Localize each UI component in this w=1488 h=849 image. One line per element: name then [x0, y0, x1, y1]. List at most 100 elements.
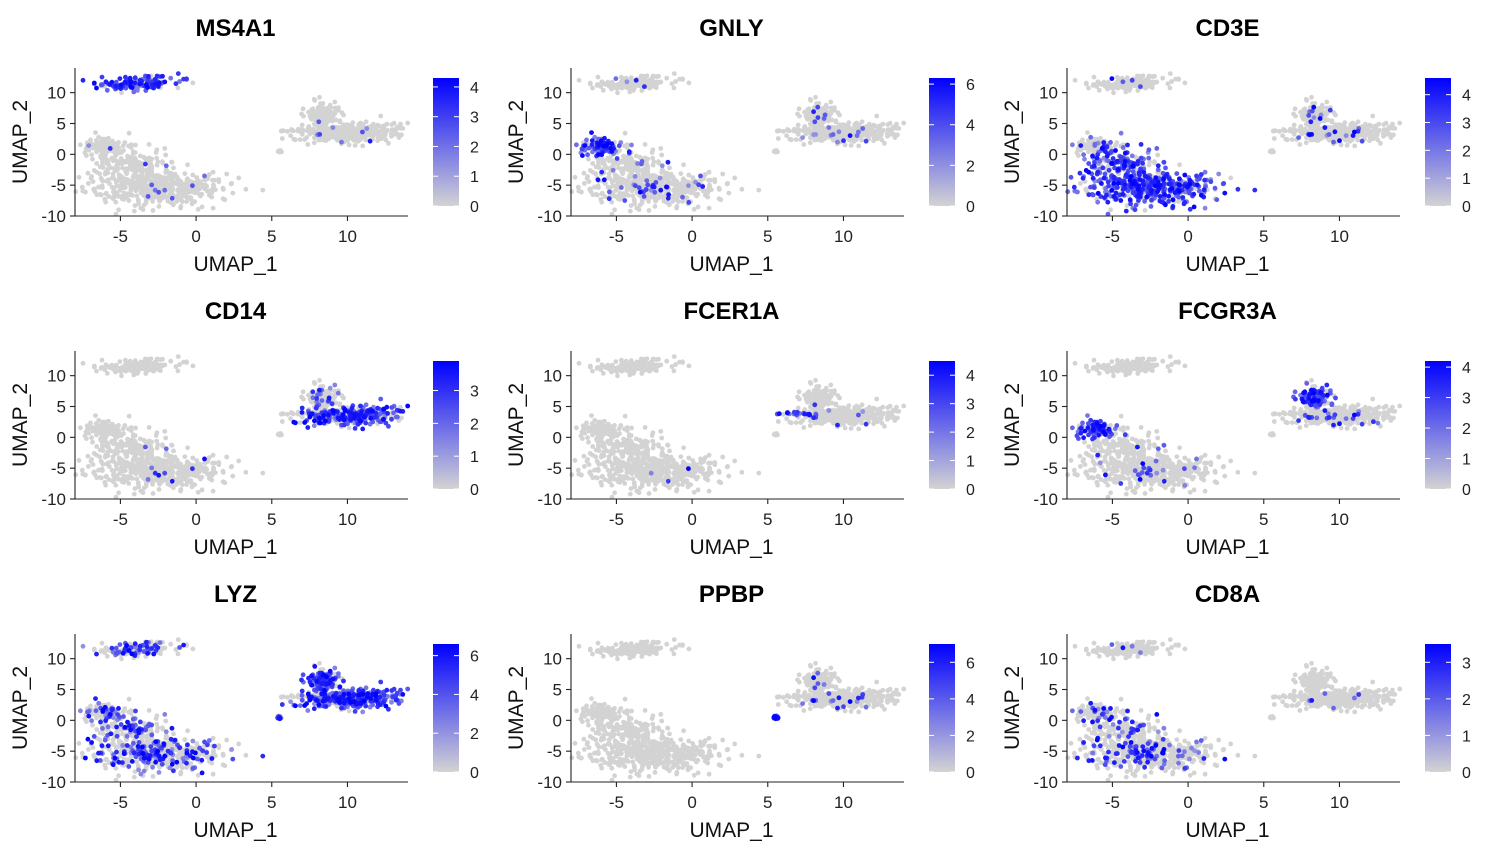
cell-point — [190, 363, 196, 369]
cell-point — [195, 460, 201, 466]
cell-point — [659, 163, 665, 169]
cell-point — [607, 189, 612, 195]
cell-point — [624, 85, 630, 90]
cell-point — [188, 195, 194, 200]
cell-point — [1176, 199, 1181, 204]
cell-point — [333, 117, 339, 123]
cell-point — [650, 184, 656, 190]
cell-point — [732, 175, 738, 181]
cell-point — [1327, 107, 1333, 113]
cell-point — [633, 77, 639, 83]
cell-point — [140, 207, 146, 213]
cell-point — [285, 129, 290, 134]
cell-point — [1157, 198, 1163, 204]
cell-point — [1153, 175, 1159, 181]
cell-point — [830, 132, 836, 137]
cell-point — [569, 189, 575, 195]
cell-point — [145, 85, 151, 90]
cell-point — [154, 147, 160, 153]
cell-point — [190, 189, 196, 195]
cell-point — [128, 142, 134, 148]
cell-point — [107, 146, 113, 151]
cell-point — [1170, 204, 1176, 209]
cell-point — [116, 193, 122, 199]
cell-point — [152, 77, 158, 82]
cell-point — [1363, 132, 1369, 138]
cell-point — [184, 199, 190, 204]
cell-point — [316, 119, 322, 125]
cell-point — [1078, 143, 1084, 149]
cell-point — [1169, 186, 1175, 192]
cell-point — [1068, 174, 1074, 180]
cell-point — [887, 120, 893, 126]
legend-tick-label: 4 — [470, 80, 479, 97]
cell-point — [144, 170, 150, 176]
cell-point — [1221, 181, 1227, 186]
cell-point — [1141, 182, 1147, 188]
cell-point — [360, 122, 366, 127]
cell-point — [88, 137, 93, 143]
cell-point — [150, 491, 156, 496]
cell-point — [158, 362, 164, 368]
cell-point — [120, 194, 125, 200]
cell-point — [119, 158, 125, 163]
cell-point — [1359, 138, 1365, 144]
cell-point — [377, 123, 382, 129]
cell-point — [134, 451, 139, 456]
cell-point — [124, 194, 129, 200]
cell-point — [360, 129, 365, 135]
cell-point — [1122, 159, 1128, 164]
cell-point — [160, 160, 166, 166]
cell-point — [112, 441, 118, 446]
cell-point — [595, 177, 601, 183]
cell-point — [584, 137, 589, 143]
cell-point — [1309, 94, 1314, 100]
cell-point — [603, 143, 609, 149]
cell-point — [146, 74, 151, 79]
cell-point — [618, 81, 623, 87]
cell-point — [663, 170, 669, 176]
cell-point — [680, 194, 685, 200]
cell-point — [596, 152, 601, 158]
cell-point — [332, 105, 338, 111]
cell-point — [1285, 137, 1290, 143]
cell-point — [720, 171, 726, 177]
cell-point — [97, 475, 103, 480]
cell-point — [123, 185, 128, 190]
legend-tick-label: 2 — [1462, 143, 1471, 160]
cell-point — [128, 438, 134, 444]
cell-point — [1152, 183, 1158, 189]
cell-point — [590, 161, 596, 166]
cell-point — [88, 175, 94, 181]
cell-point — [169, 181, 175, 186]
cell-point — [167, 474, 173, 480]
cell-point — [371, 121, 376, 127]
cell-point — [614, 156, 620, 161]
cell-point — [637, 189, 643, 195]
cell-point — [674, 205, 679, 211]
cell-point — [1065, 189, 1071, 195]
cell-point — [686, 172, 692, 178]
cell-point — [1268, 149, 1274, 155]
cell-point — [99, 149, 104, 155]
cell-point — [180, 473, 186, 478]
cell-point — [76, 174, 82, 180]
cell-point — [681, 182, 687, 188]
cell-point — [1111, 181, 1117, 186]
cell-point — [813, 94, 818, 100]
cell-point — [625, 164, 631, 170]
cell-point — [163, 152, 169, 158]
cell-point — [599, 190, 605, 196]
cell-point — [405, 120, 411, 126]
cell-point — [367, 128, 373, 134]
cell-point — [1194, 182, 1200, 188]
panel-title: CD14 — [205, 298, 267, 325]
cell-point — [146, 142, 152, 147]
cell-point — [105, 158, 111, 164]
cell-point — [1095, 190, 1101, 196]
cell-point — [1222, 190, 1228, 196]
cell-point — [890, 124, 896, 130]
cell-point — [1272, 128, 1278, 134]
cell-point — [1135, 186, 1141, 192]
cell-point — [148, 166, 154, 171]
